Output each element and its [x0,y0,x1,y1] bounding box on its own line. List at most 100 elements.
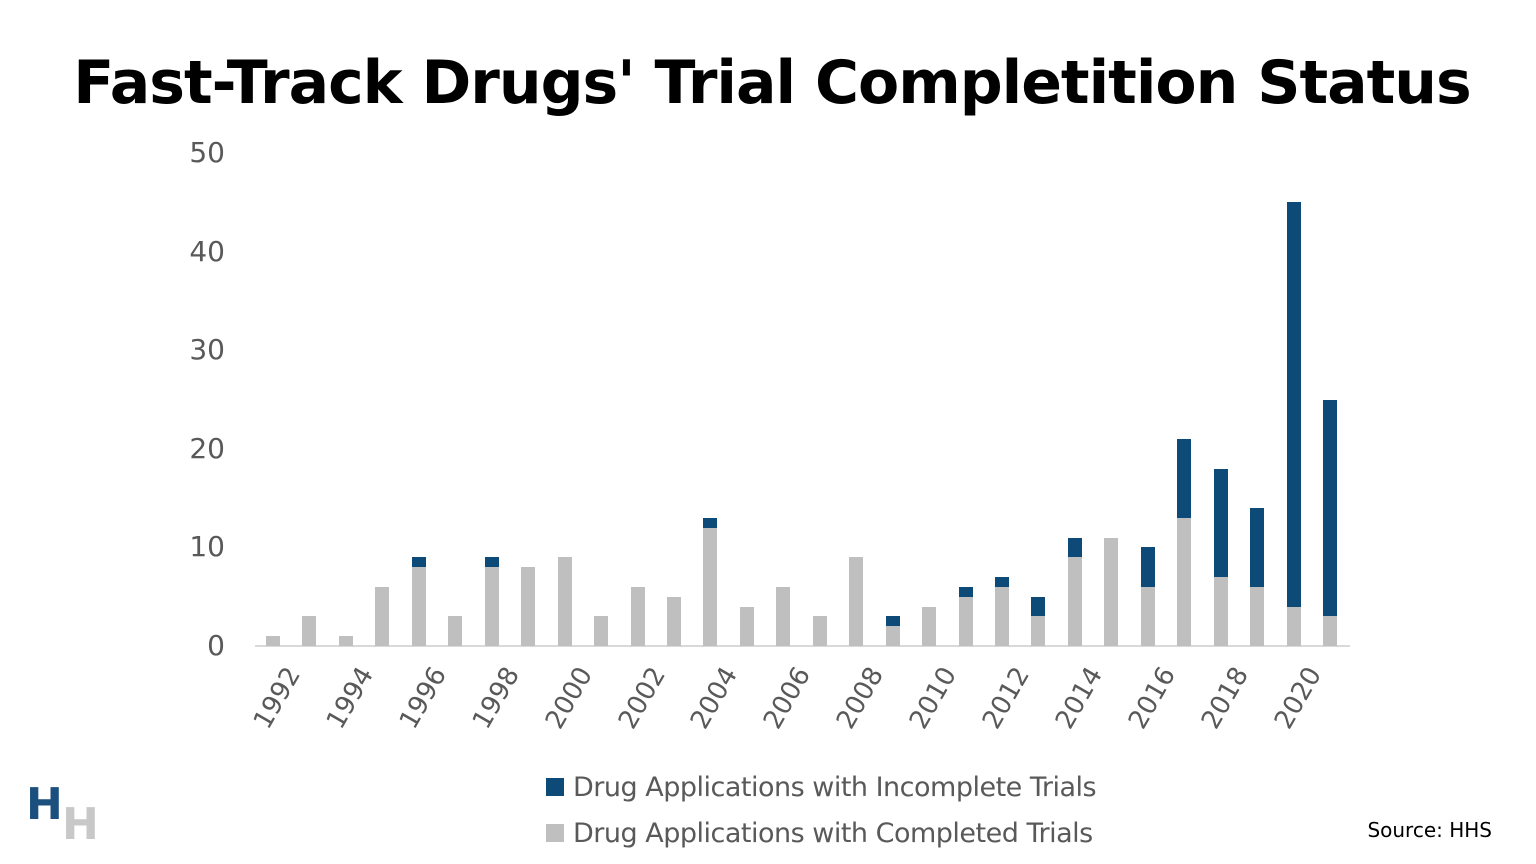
x-tick-label: 2020 [1268,662,1328,735]
bar-1997 [448,616,463,646]
bar-2020 [1286,202,1301,646]
bar-2009 [885,616,900,646]
bar-segment-completed [739,606,754,646]
logo-letter-blue: H [26,779,63,830]
bar-segment-completed [411,567,426,646]
legend-item-incomplete: Drug Applications with Incomplete Trials [546,764,1097,810]
bar-2000 [557,557,572,646]
bar-segment-completed [885,626,900,646]
legend-label: Drug Applications with Incomplete Trials [573,771,1097,803]
hh-logo: H H [26,783,106,847]
bar-2010 [922,606,937,646]
bar-segment-incomplete [484,557,499,568]
bar-2013 [1031,596,1046,646]
bar-segment-incomplete [1323,399,1338,617]
bar-segment-completed [266,636,280,646]
bar-2005 [739,606,754,646]
bar-segment-incomplete [1177,438,1192,518]
bar-2018 [1213,468,1228,646]
x-tick-label: 2002 [612,662,672,735]
bar-segment-completed [1031,616,1046,646]
bar-2016 [1140,547,1155,646]
bar-segment-incomplete [958,586,973,597]
bar-segment-completed [958,596,973,646]
bar-2004 [703,517,718,646]
y-tick-label: 30 [189,333,225,367]
bar-2008 [849,557,864,646]
bar-segment-incomplete [1140,547,1155,587]
incomplete-swatch-icon [546,778,564,796]
completed-swatch-icon [546,824,564,842]
bar-segment-completed [557,557,572,646]
bar-2015 [1104,537,1119,646]
bar-segment-completed [1067,557,1082,646]
bar-2002 [630,586,645,646]
bar-2011 [958,586,973,646]
bar-segment-completed [1213,576,1228,646]
bar-2003 [666,596,681,646]
bar-segment-completed [338,636,353,646]
x-tick-label: 2004 [685,662,745,735]
y-tick-label: 50 [189,136,225,169]
y-tick-label: 20 [189,431,225,465]
bar-2001 [594,616,609,646]
x-tick-label: 2010 [904,662,964,735]
bar-segment-completed [630,586,645,646]
x-tick-label: 2016 [1122,662,1182,735]
bar-1995 [375,586,390,646]
x-tick-label: 1998 [466,662,526,735]
bar-2007 [812,616,827,646]
source-note: Source: HHS [1367,818,1492,842]
bar-segment-completed [995,586,1009,646]
legend-label: Drug Applications with Completed Trials [573,817,1093,849]
x-tick-label: 1994 [320,662,380,735]
bar-segment-completed [1250,586,1265,646]
bar-segment-completed [849,557,864,646]
bar-segment-completed [484,567,499,646]
bar-segment-completed [594,616,609,646]
bar-segment-completed [1323,616,1338,646]
bar-segment-incomplete [1250,507,1265,587]
x-axis-line [255,645,1350,647]
bar-segment-completed [1177,517,1192,646]
y-tick-label: 0 [207,629,225,662]
bar-segment-incomplete [411,557,426,568]
legend: Drug Applications with Incomplete Trials… [546,764,1097,856]
bar-segment-completed [1104,537,1119,646]
chart-title: Fast-Track Drugs' Trial Completition Sta… [73,48,1471,118]
bar-2012 [995,576,1009,646]
bar-segment-incomplete [1067,537,1082,558]
legend-item-completed: Drug Applications with Completed Trials [546,810,1096,856]
bar-1992 [266,636,280,646]
bar-segment-completed [812,616,827,646]
x-tick-label: 2018 [1195,662,1255,735]
x-tick-label: 2012 [976,662,1036,735]
y-tick-label: 10 [189,530,225,564]
bar-segment-completed [302,616,317,646]
bar-1996 [411,557,426,646]
bar-segment-incomplete [703,517,718,528]
bar-segment-completed [448,616,463,646]
bar-1993 [302,616,317,646]
bar-segment-completed [375,586,390,646]
bar-2017 [1177,438,1192,646]
bar-1994 [338,636,353,646]
bar-2021 [1323,399,1338,646]
x-tick-label: 2000 [539,662,599,735]
bar-segment-completed [1140,586,1155,646]
x-tick-label: 2006 [758,662,818,735]
bar-2014 [1067,537,1082,646]
x-tick-label: 1996 [393,662,453,735]
bar-segment-incomplete [1031,596,1046,617]
x-tick-label: 2014 [1049,662,1109,735]
bar-segment-completed [776,586,791,646]
bar-2006 [776,586,791,646]
bar-segment-completed [1286,606,1301,646]
bar-segment-completed [666,596,681,646]
bar-1998 [484,557,499,646]
x-tick-label: 2008 [831,662,891,735]
bar-segment-completed [521,567,536,646]
bar-segment-incomplete [995,576,1009,587]
bar-segment-incomplete [885,616,900,627]
